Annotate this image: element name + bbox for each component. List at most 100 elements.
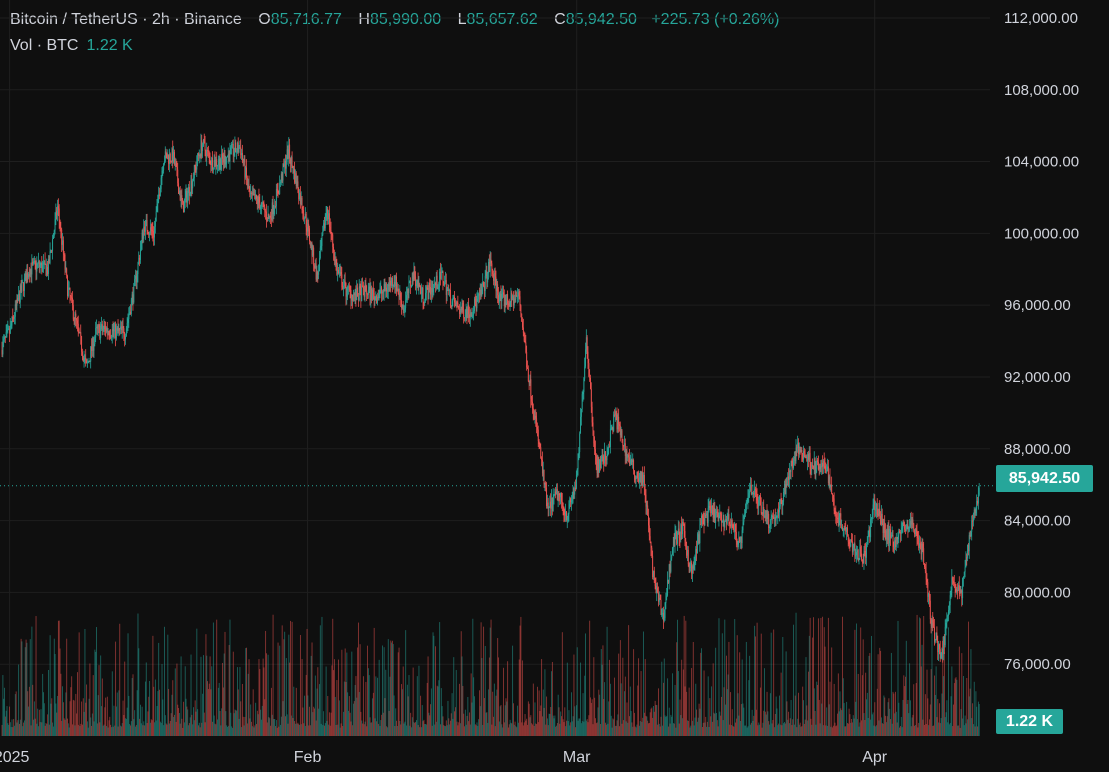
candle-body [599,459,601,472]
volume-bar [78,632,80,736]
volume-bar [760,633,762,736]
volume-bar [663,658,665,736]
volume-bar [916,614,918,736]
volume-bar [682,718,683,736]
volume-bar [167,634,169,736]
volume-bar [248,659,250,736]
volume-bar [101,678,103,736]
volume-bar [531,723,533,736]
candle-body [188,187,190,196]
candle-body [600,459,601,468]
candle-body [528,380,530,384]
candle-body [517,296,519,298]
candle-body [950,590,952,596]
candle-body [172,148,174,163]
symbol-title[interactable]: Bitcoin / TetherUS · 2h · Binance [10,11,242,28]
candle-body [898,531,900,536]
volume-bar [792,719,794,736]
candle-body [611,427,613,429]
volume-bar [672,723,674,736]
volume-bar [666,715,668,736]
candle-body [706,513,708,523]
candle-body [58,208,60,221]
candle-body [555,491,557,495]
candle-body [247,184,249,186]
volume-bar [533,725,535,736]
candle-body [382,291,383,294]
price-tick: 96,000.00 [1004,297,1071,314]
volume-bar [235,710,237,736]
candle-body [711,505,712,514]
candle-body [123,328,125,337]
candle-body [134,279,136,284]
candle-body [547,502,549,509]
volume-bar [283,639,285,736]
volume-label[interactable]: Vol · BTC [10,37,79,54]
candle-body [972,520,974,522]
candle-body [854,543,856,557]
candle-body [565,511,567,516]
volume-bar [10,727,12,736]
volume-bar [364,721,366,736]
volume-bar [659,726,661,736]
candle-body [716,511,717,513]
volume-bar [452,718,454,736]
candle-body [519,296,521,306]
candle-body [159,194,160,196]
candle-body [843,527,845,530]
volume-bar [730,692,732,736]
volume-bar [354,685,356,736]
candle-body [62,240,64,254]
volume-bar [377,723,379,736]
candle-body [261,202,262,207]
candle-body [840,513,842,528]
volume-bar [334,696,336,736]
candle-body [30,268,32,275]
volume-bar [816,681,818,736]
volume-bar [53,638,55,736]
volume-bar [820,617,822,736]
time-axis[interactable]: 2025FebMarApr [0,749,888,766]
candle-body [541,460,543,474]
candle-body [388,284,390,286]
volume-bar [444,725,446,736]
volume-bar [737,693,739,736]
candle-body [454,296,456,303]
volume-bar [302,707,304,736]
candle-body [333,252,335,262]
volume-bar [319,684,320,736]
volume-bar [382,712,384,736]
volume-bar [586,719,588,736]
candle-body [240,147,242,156]
volume-bar [6,706,8,736]
candle-body [175,163,177,167]
volume-bar [513,724,515,736]
candle-body [42,264,44,272]
price-axis[interactable]: 112,000.00108,000.00104,000.00100,000.00… [1004,10,1079,725]
volume-bar [436,685,438,736]
candle-body [585,349,586,367]
candle-body [212,169,214,171]
candle-body [116,327,118,329]
volume-bar [593,657,595,736]
candle-body [687,549,688,556]
candle-body [841,527,843,529]
volume-bar [719,711,721,736]
candle-body [758,499,760,507]
volume-bar [858,726,860,736]
candle-body [250,192,252,195]
volume-bar [352,725,354,736]
volume-bar [400,724,402,736]
volume-bar [268,717,270,736]
candle-body [900,531,901,534]
volume-bar [308,725,310,736]
volume-bar [193,720,195,736]
candle-body [782,501,784,507]
volume-bar [787,719,789,736]
candle-body [897,535,899,540]
volume-bar [834,722,836,736]
candle-body [48,258,50,264]
candle-body [442,271,444,283]
candle-body [778,510,780,513]
